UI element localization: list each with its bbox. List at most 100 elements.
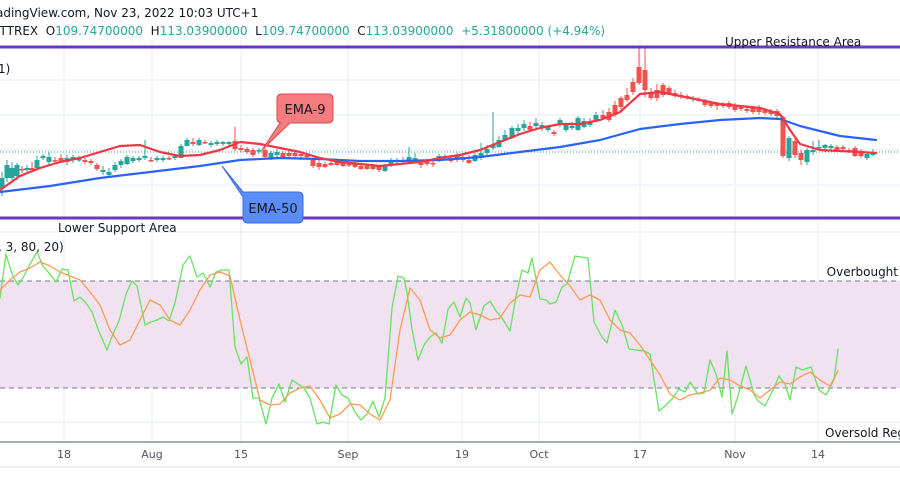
candle-body	[14, 165, 20, 176]
candle-body	[816, 147, 822, 149]
candle-body	[244, 149, 250, 152]
candle-body	[220, 142, 226, 144]
candle	[642, 48, 648, 97]
candle	[630, 78, 636, 95]
candle-body	[136, 158, 142, 160]
candle	[40, 154, 46, 160]
candle	[238, 145, 244, 152]
candle	[744, 107, 750, 113]
candle-body	[310, 160, 316, 166]
candle-body	[484, 149, 490, 153]
candle-body	[184, 140, 190, 146]
candle	[232, 127, 238, 151]
x-axis-tick: Aug	[141, 448, 162, 461]
x-axis-tick: Sep	[338, 448, 359, 461]
candle	[190, 138, 196, 146]
candle-body	[322, 164, 328, 167]
candle-body	[840, 147, 846, 149]
candle-body	[551, 132, 557, 134]
candle	[256, 148, 262, 154]
candle	[618, 96, 624, 109]
candle-body	[624, 95, 630, 100]
candle-body	[40, 156, 46, 158]
candle	[466, 155, 472, 164]
candle-body	[600, 115, 606, 118]
candle-body	[744, 109, 750, 111]
candle-body	[654, 90, 660, 98]
symbol-exchange: ITTREX	[0, 24, 39, 38]
candle	[112, 162, 118, 172]
close-value: 113.03900000	[365, 24, 454, 38]
chart-watermark: adingView.com, Nov 23, 2022 10:03 UTC+1	[0, 6, 259, 20]
ohlc-legend: ITTREX O109.74700000 H113.03900000 L109.…	[0, 24, 605, 38]
candle-body	[280, 153, 286, 157]
candle	[274, 149, 280, 158]
candle-body	[557, 120, 563, 125]
candle-body	[178, 146, 184, 158]
candle-body	[29, 168, 35, 170]
candle-body	[142, 156, 148, 158]
candle	[515, 124, 521, 134]
candle	[166, 156, 172, 160]
candle-body	[256, 150, 262, 152]
candle-body	[412, 158, 418, 160]
candle	[184, 138, 190, 146]
candle	[34, 156, 40, 170]
candle	[196, 138, 202, 146]
candle-body	[768, 111, 774, 114]
candle	[19, 166, 25, 173]
candle	[792, 139, 798, 158]
candle-body	[304, 155, 310, 157]
candle-body	[238, 148, 244, 150]
candle	[220, 141, 226, 146]
oversold-label: Oversold Reg	[825, 426, 900, 440]
candle	[828, 144, 834, 150]
candle-body	[756, 107, 762, 112]
x-axis-tick: 17	[633, 448, 647, 461]
candle-body	[226, 142, 232, 144]
candle-body	[478, 153, 484, 158]
candle-body	[130, 158, 136, 161]
candle	[858, 149, 864, 158]
candle-body	[0, 178, 5, 188]
candle-body	[545, 127, 551, 130]
upper-resistance-label: Upper Resistance Area	[725, 35, 861, 49]
candle-body	[88, 161, 94, 163]
candle	[24, 165, 30, 173]
candle-body	[666, 88, 672, 93]
candle-body	[298, 154, 304, 156]
candle-body	[19, 169, 25, 171]
candle-body	[148, 160, 154, 162]
candle-body	[750, 108, 756, 112]
candle-body	[593, 115, 599, 120]
candle-body	[9, 168, 15, 178]
candle-body	[316, 163, 322, 167]
candle-body	[828, 146, 834, 148]
candle	[262, 148, 268, 158]
ema-9-line	[0, 90, 878, 192]
candle	[52, 157, 58, 163]
stochastic-d-line	[0, 261, 839, 421]
candle-body	[160, 158, 166, 160]
candle-body	[370, 166, 376, 169]
lower-support-label: Lower Support Area	[58, 221, 177, 235]
candle-body	[714, 104, 720, 106]
candle	[292, 151, 298, 158]
x-axis-tick: Oct	[529, 448, 549, 461]
candle-body	[864, 154, 870, 158]
candle-body	[515, 128, 521, 131]
candle-body	[406, 157, 412, 162]
candle-body	[424, 161, 430, 164]
candle	[840, 145, 846, 151]
open-value: 109.74700000	[55, 24, 144, 38]
candle	[316, 160, 322, 170]
candle-body	[52, 160, 58, 162]
candle-body	[418, 163, 424, 165]
candle	[118, 159, 124, 168]
candle	[624, 88, 630, 102]
candle	[328, 161, 334, 166]
candle	[786, 136, 792, 161]
candle-body	[376, 166, 382, 170]
candle	[124, 155, 130, 165]
